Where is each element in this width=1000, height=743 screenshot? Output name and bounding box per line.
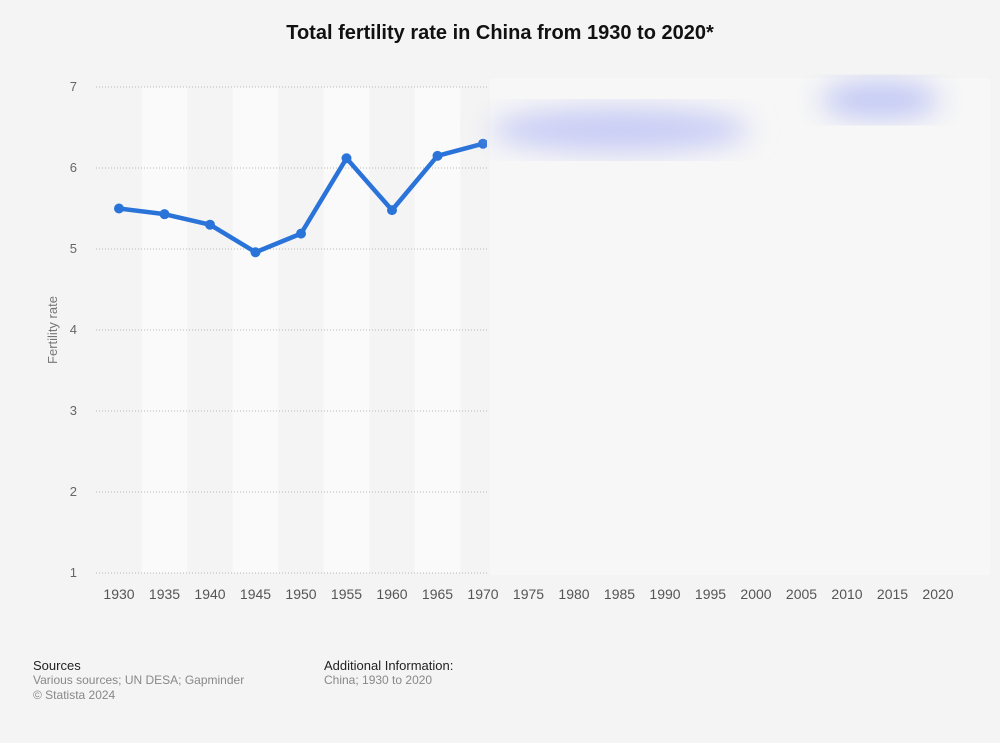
data-point: [250, 247, 261, 258]
x-tick-label: 1955: [331, 586, 362, 602]
data-point: [296, 228, 306, 239]
x-tick-label: 1945: [240, 586, 271, 602]
x-tick-label: 1975: [513, 586, 544, 602]
chart-title: Total fertility rate in China from 1930 …: [286, 22, 714, 44]
column-band: [141, 87, 188, 573]
x-tick-label: 2000: [740, 586, 771, 602]
x-tick-label: 1985: [604, 586, 635, 602]
x-tick-label: 1965: [422, 586, 453, 602]
column-band: [414, 87, 461, 573]
x-tick-label: 1970: [467, 586, 498, 602]
x-tick-label: 1940: [194, 586, 225, 602]
y-tick-label: 3: [70, 403, 77, 418]
data-point: [114, 203, 124, 214]
data-point: [478, 138, 488, 149]
data-point: [205, 219, 215, 230]
x-tick-label: 1960: [376, 586, 407, 602]
data-point: [341, 153, 352, 164]
x-tick-label: 2015: [877, 586, 908, 602]
obscured-region: [487, 78, 992, 575]
column-band: [323, 87, 370, 573]
sources-block: Sources Various sources; UN DESA; Gapmin…: [33, 658, 244, 703]
x-tick-label: 1980: [558, 586, 589, 602]
y-tick-label: 6: [70, 160, 77, 175]
y-tick-label: 5: [70, 241, 77, 256]
x-axis-ticks: 1930 1935 1940 1945 1950 1955 1960 1965 1970 1975…: [103, 586, 953, 602]
series-layer: [114, 138, 488, 258]
y-tick-label: 1: [70, 565, 77, 580]
x-tick-label: 1990: [649, 586, 680, 602]
x-tick-label: 2020: [922, 586, 953, 602]
sources-text: Various sources; UN DESA; Gapminder: [33, 673, 245, 687]
copyright-text: © Statista 2024: [33, 688, 116, 702]
additional-info-block: Additional Information: China; 1930 to 2…: [324, 658, 453, 688]
y-axis-label: Fertility rate: [45, 296, 60, 364]
data-point: [387, 205, 397, 216]
sources-heading: Sources: [33, 658, 81, 673]
data-point: [432, 150, 443, 161]
x-tick-label: 1995: [695, 586, 726, 602]
y-tick-label: 7: [70, 79, 77, 94]
additional-info-text: China; 1930 to 2020: [324, 673, 433, 687]
y-tick-label: 2: [70, 484, 77, 499]
x-tick-label: 1930: [103, 586, 134, 602]
x-tick-label: 1935: [149, 586, 180, 602]
x-tick-label: 2010: [831, 586, 862, 602]
line-chart: 1 2 3 4 5 6 7 1930 1935 1940 1945 1950 1955 1960 1965…: [45, 78, 992, 602]
additional-info-heading: Additional Information:: [324, 658, 454, 673]
y-tick-label: 4: [70, 322, 77, 337]
x-tick-label: 1950: [285, 586, 316, 602]
x-tick-label: 2005: [786, 586, 817, 602]
y-axis-ticks: 1 2 3 4 5 6 7: [70, 79, 77, 580]
data-point: [159, 209, 170, 220]
